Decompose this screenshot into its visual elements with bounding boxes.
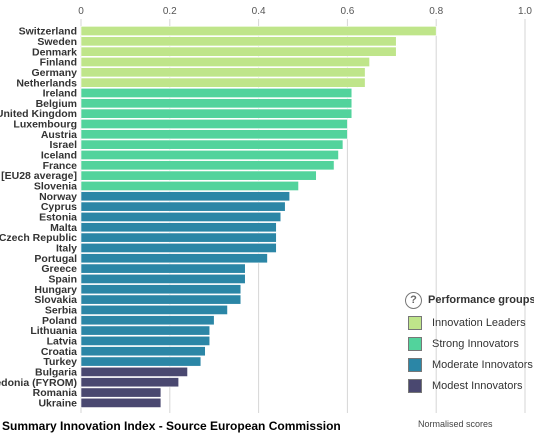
legend-header: ? Performance groups — [405, 288, 534, 312]
bar — [81, 305, 228, 314]
legend-swatch — [408, 379, 422, 393]
bar — [81, 264, 245, 273]
bar — [81, 202, 285, 211]
bar — [81, 161, 334, 170]
bar — [81, 223, 276, 232]
bar — [81, 233, 276, 242]
tick-label: 0 — [78, 6, 84, 17]
x-axis-label: Normalised scores — [418, 419, 493, 429]
bar — [81, 150, 339, 159]
bar — [81, 367, 188, 376]
bar — [81, 274, 245, 283]
bar — [81, 47, 396, 56]
legend-label: Strong Innovators — [432, 338, 519, 350]
bar — [81, 88, 352, 97]
tick-label: 0.6 — [340, 6, 354, 17]
legend-item-modest-innovators[interactable]: Modest Innovators — [405, 376, 534, 396]
tick-label: 1.0 — [518, 6, 532, 17]
legend-swatch — [408, 358, 422, 372]
bar — [81, 243, 276, 252]
bar — [81, 378, 179, 387]
bar — [81, 109, 352, 118]
legend-label: Innovation Leaders — [432, 317, 526, 329]
bar — [81, 171, 316, 180]
legend-item-moderate-innovators[interactable]: Moderate Innovators — [405, 355, 534, 375]
figure-caption: Summary Innovation Index - Source Europe… — [2, 419, 341, 433]
legend-swatch — [408, 316, 422, 330]
bar — [81, 336, 210, 345]
tick-label: 0.2 — [163, 6, 177, 17]
bar — [81, 130, 347, 139]
bar — [81, 78, 365, 87]
legend-title: Performance groups — [428, 294, 534, 306]
bar — [81, 285, 241, 294]
bar — [81, 388, 161, 397]
bar — [81, 326, 210, 335]
bar — [81, 181, 299, 190]
bar — [81, 37, 396, 46]
bar — [81, 99, 352, 108]
legend-swatch — [408, 337, 422, 351]
bar — [81, 57, 370, 66]
bar — [81, 119, 347, 128]
bar — [81, 192, 290, 201]
legend-item-strong-innovators[interactable]: Strong Innovators — [405, 334, 534, 354]
legend-item-innovation-leaders[interactable]: Innovation Leaders — [405, 313, 534, 333]
legend-label: Moderate Innovators — [432, 359, 533, 371]
help-icon[interactable]: ? — [405, 292, 422, 309]
bar — [81, 316, 214, 325]
tick-label: 0.4 — [252, 6, 266, 17]
bar — [81, 140, 343, 149]
legend-label: Modest Innovators — [432, 380, 523, 392]
bar — [81, 347, 205, 356]
bar — [81, 212, 281, 221]
legend: ? Performance groups Innovation Leaders … — [405, 288, 534, 400]
bar — [81, 68, 365, 77]
bar — [81, 295, 241, 304]
bar — [81, 26, 436, 35]
bar — [81, 254, 267, 263]
bar — [81, 398, 161, 407]
tick-label: 0.8 — [429, 6, 443, 17]
bar — [81, 357, 201, 366]
category-label: Ukraine — [38, 397, 77, 409]
